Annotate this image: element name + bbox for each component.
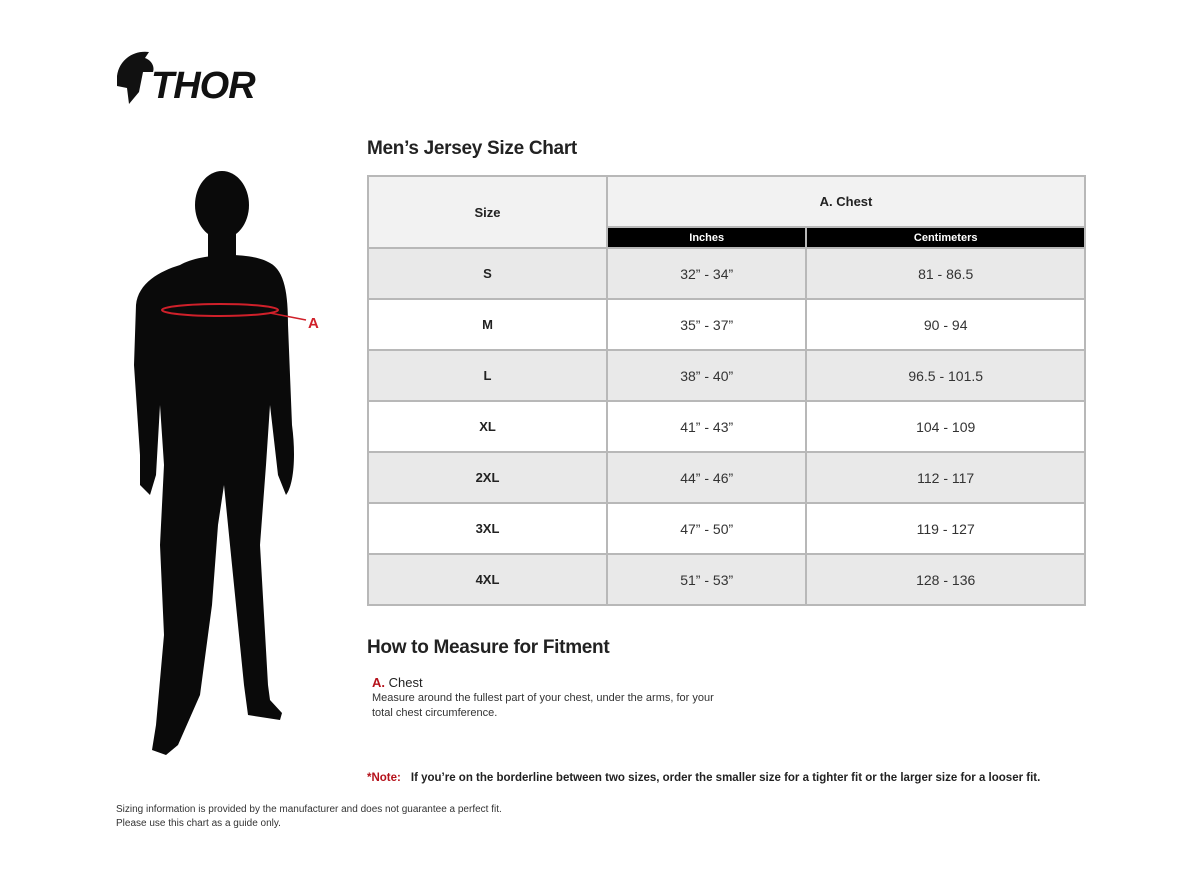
note-text: If you’re on the borderline between two … (410, 772, 1041, 784)
disclaimer: Sizing information is provided by the ma… (116, 803, 502, 831)
table-row: 2XL 44” - 46” 112 - 117 (367, 451, 1086, 504)
note-label: *Note: (367, 772, 401, 784)
svg-text:THOR: THOR (151, 65, 256, 107)
header-chest: A. Chest (606, 175, 1086, 228)
fit-note: *Note: If you’re on the borderline betwee… (367, 772, 1040, 784)
inches-cell: 47” - 50” (605, 502, 808, 555)
inches-cell: 38” - 40” (605, 349, 808, 402)
measure-item-chest: A. Chest (372, 675, 423, 690)
inches-cell: 44” - 46” (605, 451, 808, 504)
measure-letter: A. (372, 675, 385, 690)
measure-heading: How to Measure for Fitment (367, 637, 610, 658)
size-cell: XL (367, 400, 608, 453)
inches-cell: 32” - 34” (605, 247, 808, 300)
disclaimer-line-1: Sizing information is provided by the ma… (116, 804, 502, 815)
marker-label: A (308, 315, 319, 332)
inches-cell: 41” - 43” (605, 400, 808, 453)
table-row: XL 41” - 43” 104 - 109 (367, 400, 1086, 453)
table-row: 4XL 51” - 53” 128 - 136 (367, 553, 1086, 606)
size-cell: M (367, 298, 608, 351)
table-row: L 38” - 40” 96.5 - 101.5 (367, 349, 1086, 402)
measure-label: Chest (388, 675, 423, 690)
size-cell: S (367, 247, 608, 300)
size-cell: 3XL (367, 502, 608, 555)
size-table: Size A. Chest Inches Centimeters S 32” - … (367, 175, 1086, 606)
page-title: Men’s Jersey Size Chart (367, 138, 577, 159)
cm-cell: 112 - 117 (805, 451, 1086, 504)
size-cell: L (367, 349, 608, 402)
disclaimer-line-2: Please use this chart as a guide only. (116, 818, 281, 829)
size-cell: 4XL (367, 553, 608, 606)
inches-cell: 35” - 37” (605, 298, 808, 351)
cm-cell: 104 - 109 (805, 400, 1086, 453)
table-row: 3XL 47” - 50” 119 - 127 (367, 502, 1086, 555)
measure-description: Measure around the fullest part of your … (372, 692, 714, 719)
body-silhouette: A (134, 171, 319, 755)
header-size: Size (367, 175, 608, 249)
table-row: M 35” - 37” 90 - 94 (367, 298, 1086, 351)
cm-cell: 128 - 136 (805, 553, 1086, 606)
cm-cell: 81 - 86.5 (805, 247, 1086, 300)
cm-cell: 96.5 - 101.5 (805, 349, 1086, 402)
thor-logo: THOR (117, 51, 257, 107)
cm-cell: 90 - 94 (805, 298, 1086, 351)
header-inches: Inches (605, 226, 808, 249)
size-cell: 2XL (367, 451, 608, 504)
inches-cell: 51” - 53” (605, 553, 808, 606)
table-row: S 32” - 34” 81 - 86.5 (367, 247, 1086, 300)
header-centimeters: Centimeters (805, 226, 1086, 249)
cm-cell: 119 - 127 (805, 502, 1086, 555)
